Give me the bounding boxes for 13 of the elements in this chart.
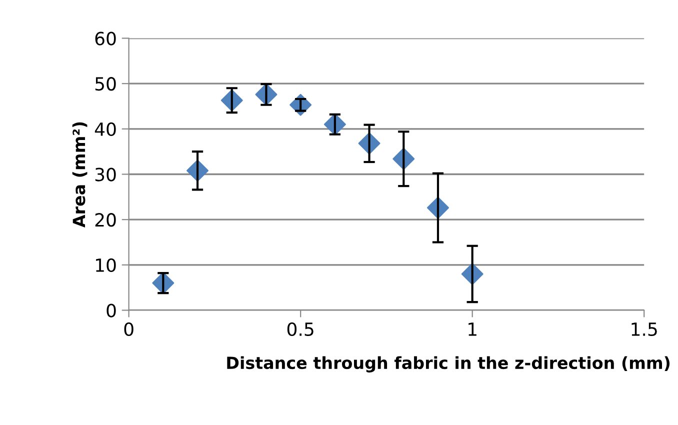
x-tick-label: 1 (468, 322, 476, 336)
y-axis-title: Area (mm²) (72, 122, 88, 228)
y-tick-label: 0 (106, 304, 116, 318)
x-tick-label: 0.5 (287, 322, 314, 336)
x-axis-title: Distance through fabric in the z-direction (mm) (227, 356, 670, 372)
y-tick-label: 30 (95, 168, 116, 182)
y-tick-label: 50 (95, 77, 116, 91)
x-tick-label: 1.5 (632, 322, 657, 336)
x-tick-label: 0 (124, 322, 134, 336)
y-tick-label: 60 (95, 32, 116, 46)
y-tick-label: 20 (95, 213, 116, 227)
y-tick-label: 40 (94, 122, 116, 136)
y-tick-label: 10 (96, 258, 116, 272)
